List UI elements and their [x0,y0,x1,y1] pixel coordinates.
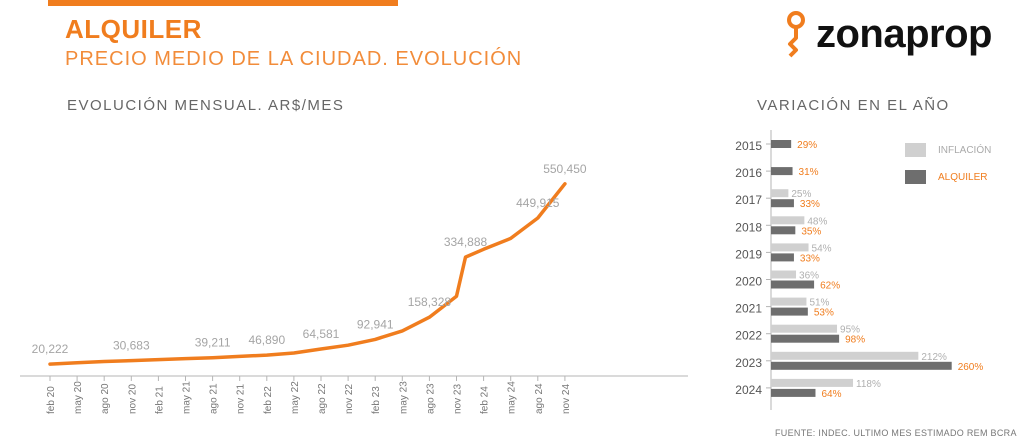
inflation-bar [771,297,807,306]
rent-value-label: 53% [814,308,834,319]
inflation-bar [771,243,809,252]
data-label: 334,888 [444,235,488,249]
x-tick-label: may 21 [182,381,193,414]
x-tick-label: ago 23 [425,383,436,414]
x-tick-label: ago 21 [209,383,220,414]
data-label: 550,450 [543,162,587,176]
page-title: ALQUILER [65,14,202,44]
rent-value-label: 260% [958,362,984,373]
rent-value-label: 62% [820,281,840,292]
legend-label-rent: ALQUILER [938,172,987,183]
x-tick-label: nov 20 [127,384,138,414]
data-label: 64,581 [303,327,340,341]
rent-bar [771,280,815,289]
x-tick-label: feb 22 [263,386,274,414]
rent-value-label: 33% [800,253,820,264]
x-tick-label: feb 21 [154,386,165,414]
data-label: 20,222 [32,342,69,356]
rent-value-label: 35% [801,226,821,237]
year-label: 2024 [735,383,762,397]
source-note: FUENTE: INDEC. ULTIMO MES ESTIMADO REM B… [775,428,1017,438]
inflation-value-label: 212% [921,352,947,363]
x-tick-label: nov 22 [344,384,355,414]
x-tick-label: feb 20 [46,386,57,414]
rent-value-label: 29% [797,140,817,151]
year-label: 2021 [735,302,762,316]
year-label: 2016 [735,166,762,180]
brand-name: zonaprop [816,12,992,56]
inflation-value-label: 25% [791,189,811,200]
year-label: 2020 [735,275,762,289]
x-tick-label: may 22 [290,381,301,414]
x-tick-label: nov 24 [561,384,572,414]
rent-bar [771,307,808,316]
inflation-value-label: 118% [856,379,881,390]
rent-price-line [48,182,567,366]
x-tick-label: ago 24 [534,383,545,414]
data-label: 449,915 [516,196,560,210]
legend-label-inflation: INFLACIÓN [938,143,991,156]
inflation-bar [771,324,838,333]
year-label: 2017 [735,193,762,207]
data-label: 158,328 [408,295,452,309]
legend-swatch-inflation [905,143,926,157]
rent-bar [771,334,840,343]
rent-value-label: 98% [845,335,865,346]
location-pin-icon [787,11,805,58]
rent-bar [771,226,796,235]
legend-swatch-rent [905,170,926,184]
inflation-value-label: 95% [840,325,860,336]
year-label: 2018 [735,220,762,234]
x-tick-label: feb 23 [371,386,382,414]
inflation-bar [771,216,805,225]
inflation-bar [771,378,854,387]
rent-bar [771,388,816,397]
x-tick-label: may 24 [507,381,518,414]
x-tick-label: may 20 [73,381,84,414]
x-tick-label: may 23 [398,381,409,414]
x-tick-label: feb 24 [480,386,491,414]
year-label: 2023 [735,356,762,370]
x-tick-label: ago 20 [100,383,111,414]
bar-chart-title: VARIACIÓN EN EL AÑO [757,97,950,114]
rent-bar [771,140,792,148]
rent-value-label: 64% [821,389,841,400]
data-label: 30,683 [113,339,150,353]
x-tick-label: ago 22 [317,383,328,414]
line-chart-title: EVOLUCIÓN MENSUAL. AR$/MES [67,97,345,114]
x-tick-label: nov 23 [453,384,464,414]
page-subtitle: PRECIO MEDIO DE LA CIUDAD. EVOLUCIÓN [65,48,523,70]
rent-bar [771,167,793,176]
rent-value-label: 33% [800,199,820,210]
x-tick-label: nov 21 [236,384,247,414]
rent-bar [771,253,794,262]
inflation-bar [771,270,797,279]
inflation-bar [771,351,919,360]
year-label: 2019 [735,247,762,261]
inflation-value-label: 54% [812,243,832,254]
inflation-value-label: 48% [807,216,827,227]
inflation-value-label: 51% [809,298,829,309]
data-label: 46,890 [248,333,285,347]
year-label: 2022 [735,329,762,343]
rent-bar [771,361,952,370]
year-label: 2015 [735,139,762,153]
data-label: 92,941 [357,317,394,331]
rent-value-label: 31% [799,167,819,178]
rent-bar [771,199,794,208]
data-label: 39,211 [195,336,231,350]
inflation-value-label: 36% [799,271,819,282]
header-accent-bar [48,0,398,6]
brand-logo: zonaprop [786,6,1016,70]
inflation-bar [771,189,789,198]
